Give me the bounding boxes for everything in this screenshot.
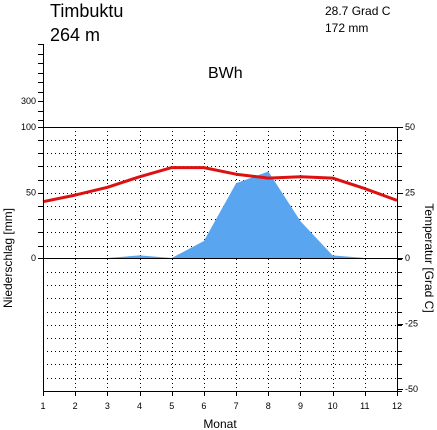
- left-axis-tick-label: 100: [21, 122, 36, 132]
- precipitation-area: [43, 171, 397, 258]
- x-axis-tick-label: 12: [392, 401, 402, 411]
- grid-layer: [43, 127, 397, 392]
- right-axis-tick-label: 0: [405, 253, 410, 263]
- x-axis-tick-label: 5: [169, 401, 174, 411]
- x-axis-tick-label: 9: [298, 401, 303, 411]
- data-layer: [42, 166, 398, 259]
- annual-precipitation: 172 mm: [325, 21, 368, 35]
- station-name: Timbuktu: [50, 1, 123, 21]
- right-axis-title: Temperatur [Grad C]: [422, 203, 436, 312]
- left-axis-title: Niederschlag [mm]: [1, 208, 15, 308]
- left-axis-tick-label: 0: [31, 253, 36, 263]
- x-axis-tick-label: 2: [73, 401, 78, 411]
- x-axis-title: Monat: [203, 417, 237, 430]
- x-axis-tick-label: 4: [137, 401, 142, 411]
- left-axis-tick-label: 50: [26, 188, 36, 198]
- x-axis-tick-label: 1: [40, 401, 45, 411]
- x-axis-tick-label: 7: [234, 401, 239, 411]
- x-axis-tick-label: 8: [266, 401, 271, 411]
- right-axis-tick-label: 50: [405, 122, 415, 132]
- right-axis-tick-label: -50: [405, 384, 418, 394]
- x-axis-tick-label: 11: [360, 401, 369, 411]
- x-axis-tick-label: 6: [201, 401, 206, 411]
- left-axis-tick-label: 300: [21, 96, 36, 106]
- climate-class: BWh: [208, 65, 243, 82]
- x-axis-tick-label: 10: [328, 401, 338, 411]
- plot-frame: [43, 127, 398, 392]
- temperature-line: [42, 166, 398, 204]
- station-elevation: 264 m: [50, 25, 100, 45]
- right-axis-tick-label: -25: [405, 319, 418, 329]
- mean-temperature: 28.7 Grad C: [325, 4, 391, 18]
- x-axis-tick-label: 3: [105, 401, 110, 411]
- right-axis-tick-label: 25: [405, 188, 415, 198]
